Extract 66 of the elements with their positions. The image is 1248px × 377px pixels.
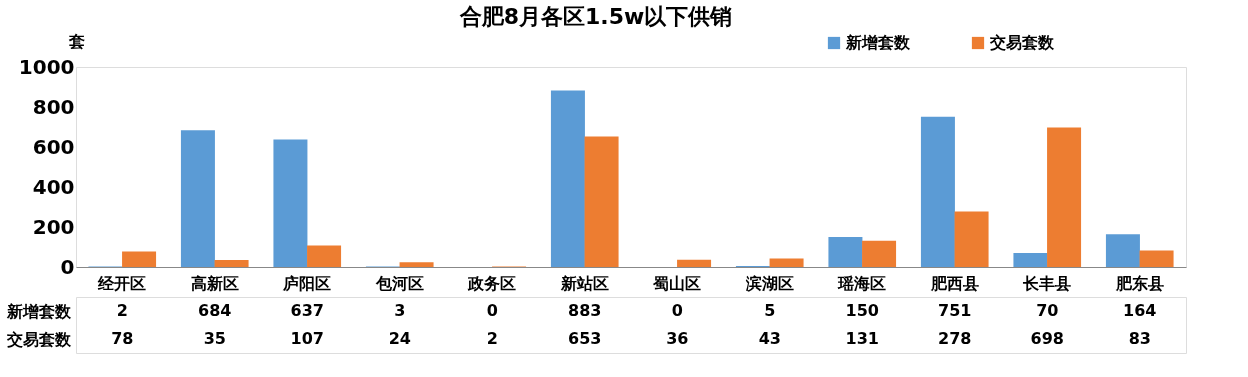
- data-label: 164: [1123, 301, 1157, 320]
- bar: [273, 139, 308, 267]
- bar: [920, 116, 955, 267]
- data-label: 278: [938, 329, 972, 348]
- text: 新增套数: [6, 301, 71, 321]
- data-label: 24: [388, 329, 411, 348]
- x-tick-label: 经开区: [97, 273, 147, 293]
- bar: [584, 136, 619, 267]
- data-label: 150: [845, 301, 879, 320]
- data-label: 131: [845, 329, 879, 348]
- data-label: 43: [758, 329, 781, 348]
- bar: [828, 237, 863, 267]
- data-label: 698: [1030, 329, 1064, 348]
- x-tick-label: 庐阳区: [282, 273, 332, 293]
- x-tick-label: 滨湖区: [744, 273, 794, 293]
- data-label: 107: [290, 329, 324, 348]
- data-label: 78: [111, 329, 134, 348]
- y-tick-label: 0: [60, 254, 75, 279]
- chart-title: 合肥8月各区1.5w以下供销: [458, 3, 733, 29]
- data-label: 3: [394, 301, 406, 320]
- data-label: 2: [116, 301, 128, 320]
- data-label: 883: [568, 301, 602, 320]
- x-tick-label: 新站区: [559, 273, 609, 293]
- data-label: 2: [486, 329, 498, 348]
- bar: [214, 260, 249, 267]
- y-tick-label: 400: [32, 174, 75, 199]
- bar: [677, 259, 712, 267]
- bar: [954, 211, 989, 267]
- bar: [1047, 127, 1082, 267]
- data-label: 5: [764, 301, 776, 320]
- x-tick-label: 肥西县: [929, 273, 979, 293]
- text: 交易套数: [6, 329, 71, 349]
- data-label: 637: [290, 301, 324, 320]
- data-label: 751: [938, 301, 972, 320]
- y-axis-title: 套: [67, 31, 85, 51]
- legend-label: 新增套数: [845, 33, 911, 52]
- y-tick-label: 1000: [18, 54, 75, 79]
- x-tick-label: 政务区: [467, 273, 517, 293]
- bar: [862, 240, 897, 267]
- data-label: 70: [1036, 301, 1059, 320]
- x-tick-label: 瑶海区: [837, 273, 887, 293]
- y-tick-label: 600: [32, 134, 75, 159]
- bar: [399, 262, 434, 267]
- bar: [1105, 234, 1140, 267]
- x-tick-label: 肥东县: [1114, 273, 1164, 293]
- y-tick-label: 200: [32, 214, 75, 239]
- x-tick-label: 蜀山区: [652, 273, 702, 293]
- bar: [769, 258, 804, 267]
- x-tick-label: 长丰县: [1022, 273, 1072, 293]
- x-tick-label: 包河区: [374, 273, 424, 293]
- bar: [180, 130, 215, 267]
- data-label: 684: [198, 301, 232, 320]
- data-label: 83: [1128, 329, 1151, 348]
- data-label: 0: [486, 301, 498, 320]
- bar: [307, 245, 342, 267]
- bar: [122, 251, 157, 267]
- data-label: 0: [671, 301, 683, 320]
- x-tick-label: 高新区: [190, 273, 239, 293]
- bar: [550, 90, 585, 267]
- legend-label: 交易套数: [989, 33, 1055, 52]
- bar: [1013, 253, 1048, 267]
- bar: [1139, 250, 1174, 267]
- y-tick-label: 800: [32, 94, 75, 119]
- data-label: 653: [568, 329, 602, 348]
- data-label: 35: [203, 329, 226, 348]
- data-label: 36: [666, 329, 689, 348]
